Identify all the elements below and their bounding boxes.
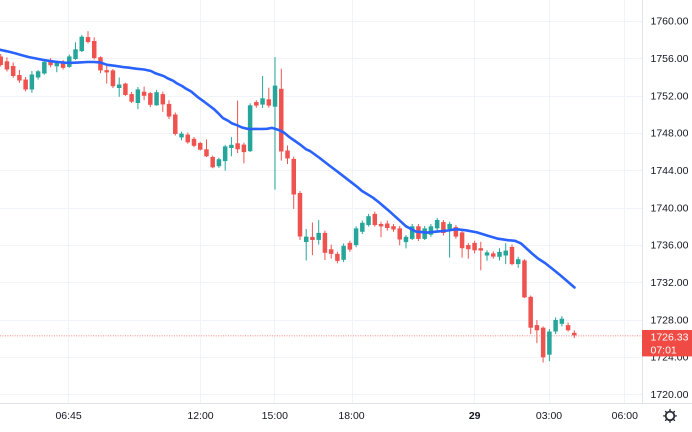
svg-text:1744.00: 1744.00 bbox=[651, 165, 689, 177]
svg-text:29: 29 bbox=[469, 410, 481, 422]
svg-text:1756.00: 1756.00 bbox=[651, 53, 689, 65]
svg-text:1752.00: 1752.00 bbox=[651, 90, 689, 102]
svg-text:15:00: 15:00 bbox=[262, 410, 288, 422]
svg-text:07:01: 07:01 bbox=[651, 344, 677, 356]
svg-text:1728.00: 1728.00 bbox=[651, 314, 689, 326]
svg-text:1760.00: 1760.00 bbox=[651, 16, 689, 28]
svg-text:1736.00: 1736.00 bbox=[651, 240, 689, 252]
svg-text:1720.00: 1720.00 bbox=[651, 389, 689, 401]
svg-text:03:00: 03:00 bbox=[536, 410, 562, 422]
svg-text:06:45: 06:45 bbox=[55, 410, 81, 422]
svg-text:1726.33: 1726.33 bbox=[651, 331, 689, 343]
svg-text:1732.00: 1732.00 bbox=[651, 277, 689, 289]
svg-text:12:00: 12:00 bbox=[187, 410, 213, 422]
svg-text:1748.00: 1748.00 bbox=[651, 128, 689, 140]
svg-text:1740.00: 1740.00 bbox=[651, 202, 689, 214]
svg-text:06:00: 06:00 bbox=[612, 410, 638, 422]
svg-text:18:00: 18:00 bbox=[338, 410, 364, 422]
